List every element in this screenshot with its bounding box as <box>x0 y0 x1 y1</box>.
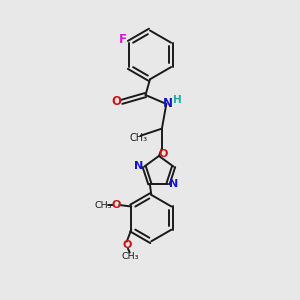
Text: O: O <box>111 95 122 108</box>
Text: CH₃: CH₃ <box>130 133 148 143</box>
Text: O: O <box>159 149 168 159</box>
Text: CH₃: CH₃ <box>94 200 112 209</box>
Text: F: F <box>119 33 127 46</box>
Text: N: N <box>169 179 178 190</box>
Text: H: H <box>173 95 182 105</box>
Text: O: O <box>111 200 121 210</box>
Text: CH₃: CH₃ <box>122 252 139 261</box>
Text: N: N <box>134 161 143 171</box>
Text: N: N <box>163 97 173 110</box>
Text: O: O <box>122 240 131 250</box>
